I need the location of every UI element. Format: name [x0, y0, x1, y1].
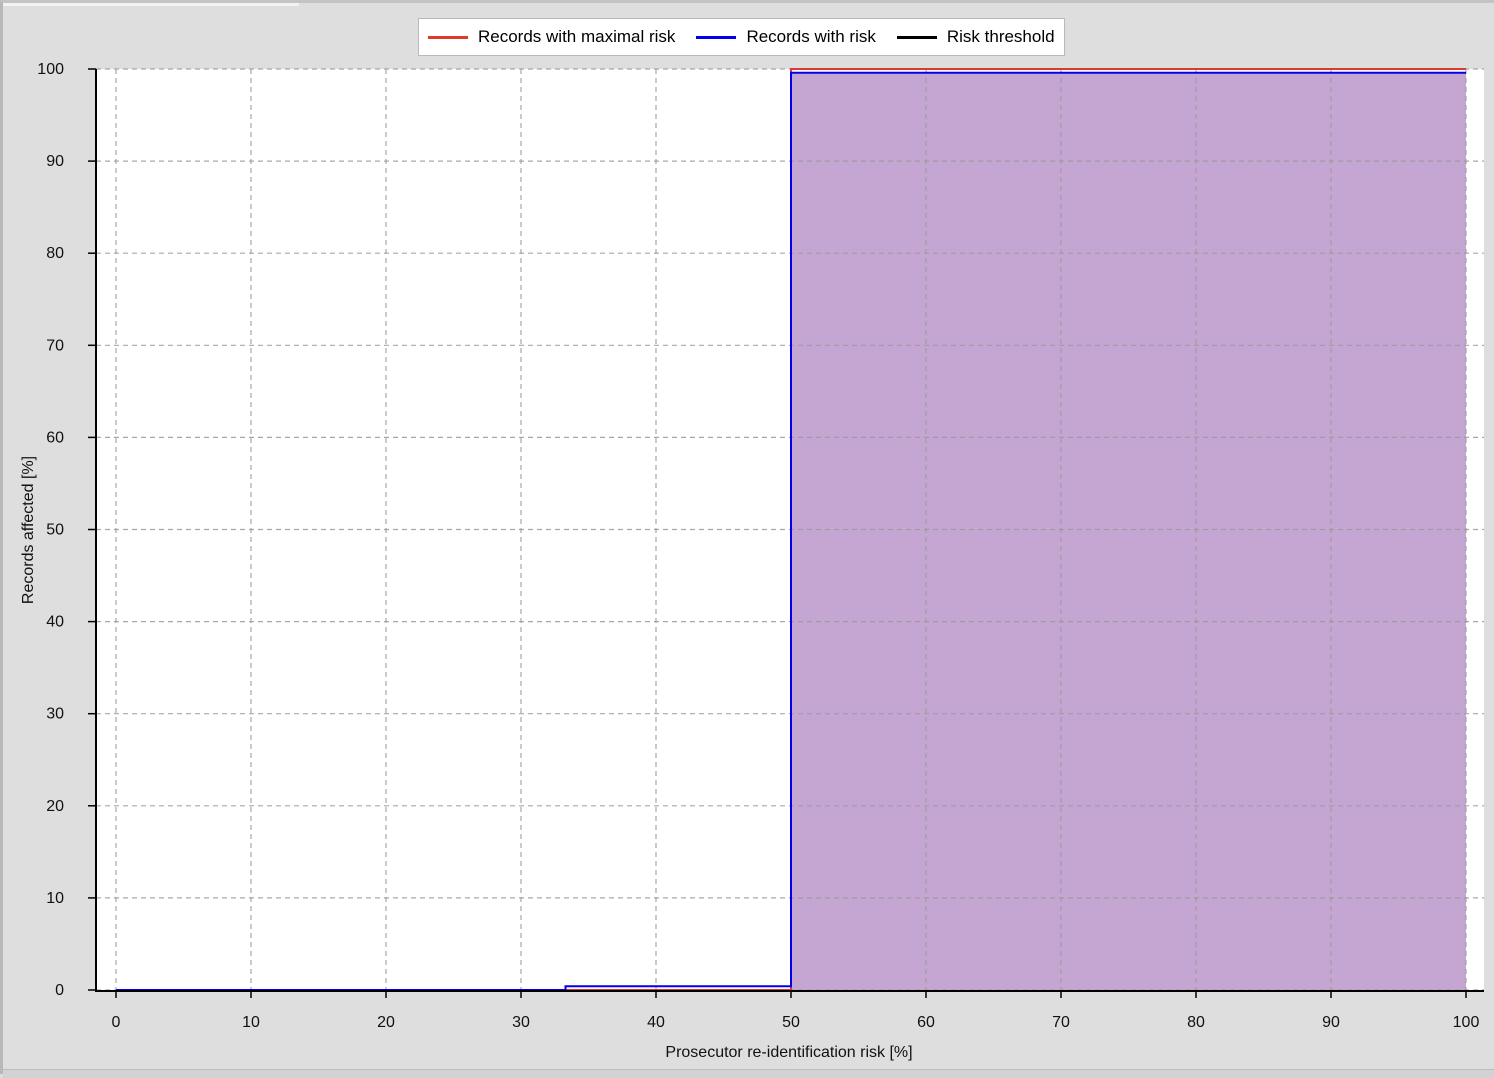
x-tick-label-0: 0: [112, 1014, 121, 1031]
x-tick-label-100: 100: [1453, 1014, 1480, 1031]
risk-fill-area: [791, 72, 1466, 990]
legend-swatch-max-risk: [428, 35, 468, 39]
legend-label-threshold: Risk threshold: [946, 27, 1055, 46]
x-tick-label-30: 30: [512, 1014, 530, 1031]
x-tick-label-80: 80: [1187, 1014, 1205, 1031]
y-tick-label-70: 70: [46, 337, 64, 354]
x-tick-label-70: 70: [1052, 1014, 1070, 1031]
x-tick-label-10: 10: [242, 1014, 260, 1031]
tick-labels: 0 10 20 30 40 50 60 70 80 90 100 0 10 20 30 40 50 60 70 80 9…: [37, 61, 1479, 1031]
y-tick-label-20: 20: [46, 798, 64, 815]
legend-swatch-threshold: [896, 35, 937, 39]
y-tick-label-80: 80: [46, 245, 64, 262]
axes: [88, 68, 1484, 998]
x-tick-label-60: 60: [917, 1014, 935, 1031]
legend-swatch-risk: [696, 35, 737, 39]
x-tick-label-90: 90: [1322, 1014, 1340, 1031]
legend-label-max-risk: Records with maximal risk: [478, 27, 676, 46]
x-tick-label-40: 40: [647, 1014, 665, 1031]
y-tick-label-40: 40: [46, 614, 64, 631]
risk-fill-area-group: [791, 72, 1466, 990]
chart-plot: 0 10 20 30 40 50 60 70 80 90 100 0 10 20 30 40 50 60 70 80 9…: [20, 61, 1484, 1061]
y-tick-label-60: 60: [46, 429, 64, 446]
y-tick-label-10: 10: [46, 890, 64, 907]
y-tick-label-50: 50: [46, 522, 64, 539]
legend-item-risk: Records with risk: [696, 27, 876, 47]
y-tick-label-30: 30: [46, 706, 64, 723]
window-tab-edge: [3, 3, 299, 6]
legend-label-risk: Records with risk: [746, 27, 876, 46]
legend-item-max-risk: Records with maximal risk: [428, 27, 675, 47]
y-tick-label-90: 90: [46, 153, 64, 170]
chart-legend: Records with maximal risk Records with r…: [418, 18, 1065, 56]
x-tick-label-50: 50: [782, 1014, 800, 1031]
x-axis-label: Prosecutor re-identification risk [%]: [665, 1044, 912, 1061]
y-tick-label-100: 100: [37, 61, 64, 78]
y-tick-label-0: 0: [55, 982, 64, 999]
legend-item-threshold: Risk threshold: [896, 27, 1055, 47]
y-axis-label: Records affected [%]: [20, 456, 37, 604]
x-tick-label-20: 20: [377, 1014, 395, 1031]
